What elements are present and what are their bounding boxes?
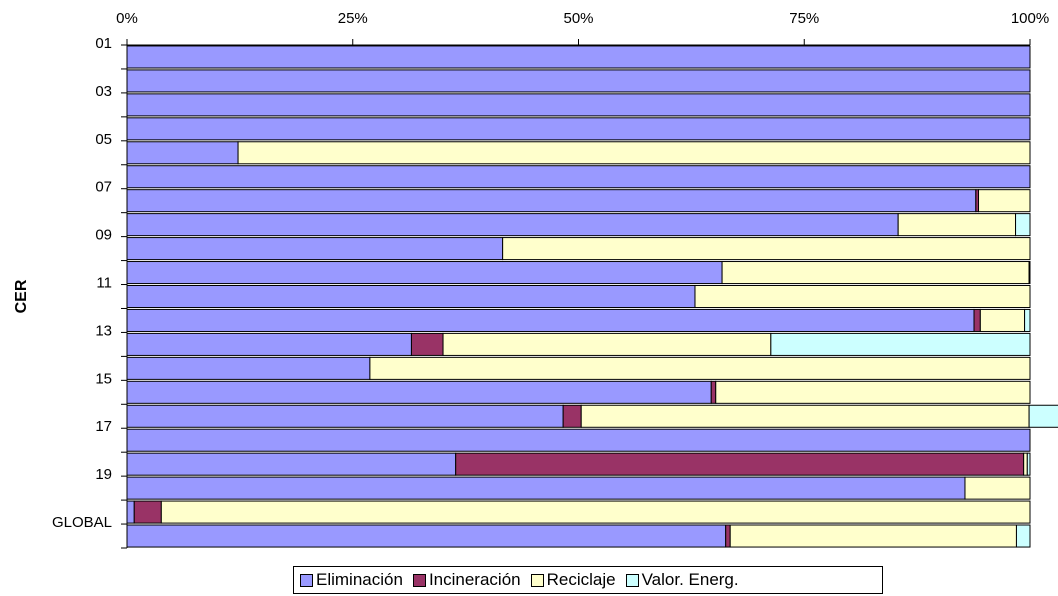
bar-segment-21-4 bbox=[1015, 524, 1031, 548]
stacked-bar-chart: 0% 25% 50% 75% 100% 01 03 05 07 09 11 13 15 17 19 GLOBA… bbox=[13, 10, 1058, 549]
bar-segment-18-3 bbox=[1023, 452, 1028, 476]
bar-segment-7-1 bbox=[126, 189, 977, 213]
bar-segment-15-2 bbox=[710, 380, 717, 404]
bar-segment-18-2 bbox=[455, 452, 1025, 476]
y-tick-label-13: 13 bbox=[95, 322, 112, 339]
bar-segment-12-2 bbox=[973, 308, 981, 332]
bar-segment-10-3 bbox=[721, 261, 1030, 285]
x-tick-label-5: 100% bbox=[1011, 10, 1049, 27]
x-tick-label-3: 50% bbox=[563, 10, 593, 27]
legend-swatch-3 bbox=[530, 573, 544, 587]
y-tick-label-19: 19 bbox=[95, 466, 112, 483]
x-tick-label-4: 75% bbox=[789, 10, 819, 27]
y-tick-label-01: 01 bbox=[95, 35, 112, 52]
bar-segment-13-4 bbox=[770, 332, 1031, 356]
y-axis-title: CER bbox=[13, 279, 30, 313]
bar-segment-8-4 bbox=[1015, 213, 1031, 237]
legend-item-4: Valor. Energ. bbox=[625, 570, 739, 590]
bar-segment-16-3 bbox=[580, 404, 1030, 428]
y-tick-label-global: GLOBAL bbox=[52, 514, 112, 531]
bar-segment-13-1 bbox=[126, 332, 412, 356]
bar-segment-13-2 bbox=[410, 332, 444, 356]
bar-segment-4-1 bbox=[126, 117, 1031, 141]
bar-segment-5-1 bbox=[126, 141, 239, 165]
bar-segment-18-4 bbox=[1026, 452, 1031, 476]
bar-segment-15-1 bbox=[126, 380, 712, 404]
legend-swatch-4 bbox=[625, 573, 639, 587]
bar-segment-12-1 bbox=[126, 308, 975, 332]
bar-segment-14-1 bbox=[126, 356, 371, 380]
bar-segment-14-3 bbox=[369, 356, 1031, 380]
legend-item-3: Reciclaje bbox=[530, 570, 616, 590]
legend: Eliminación Incineración Reciclaje Valor. E… bbox=[293, 566, 883, 594]
bar-segment-10-4 bbox=[1028, 261, 1031, 285]
bar-segment-19-3 bbox=[964, 476, 1031, 500]
bar-segment-17-1 bbox=[126, 428, 1031, 452]
legend-swatch-2 bbox=[412, 573, 426, 587]
bar-segment-16-4 bbox=[1028, 404, 1058, 428]
bar-segment-1-1 bbox=[126, 45, 1031, 69]
bar-segment-16-1 bbox=[126, 404, 564, 428]
y-tick-label-11: 11 bbox=[96, 275, 112, 292]
legend-label-1: Eliminación bbox=[316, 570, 403, 589]
y-tick-label-05: 05 bbox=[95, 131, 112, 148]
bar-segment-20-3 bbox=[160, 500, 1031, 524]
legend-label-2: Incineración bbox=[428, 570, 521, 589]
bar-segment-8-1 bbox=[126, 213, 899, 237]
bar-segment-19-1 bbox=[126, 476, 966, 500]
bar-segment-21-3 bbox=[729, 524, 1017, 548]
bar-segment-20-1 bbox=[126, 500, 135, 524]
bar-segment-13-3 bbox=[442, 332, 772, 356]
bar-segment-21-1 bbox=[126, 524, 727, 548]
bar-segment-2-1 bbox=[126, 69, 1031, 93]
y-tick-label-17: 17 bbox=[95, 418, 112, 435]
bar-segment-18-1 bbox=[126, 452, 457, 476]
bar-segment-3-1 bbox=[126, 93, 1031, 117]
y-tick-label-09: 09 bbox=[95, 227, 112, 244]
bar-segment-11-3 bbox=[694, 284, 1031, 309]
legend-label-3: Reciclaje bbox=[546, 570, 616, 589]
bar-segment-7-3 bbox=[978, 189, 1031, 213]
legend-item-1: Eliminación bbox=[300, 570, 403, 590]
bar-segment-15-3 bbox=[715, 380, 1031, 404]
x-tick-label-2: 25% bbox=[338, 10, 368, 27]
bar-segment-10-1 bbox=[126, 261, 723, 285]
bar-segment-8-3 bbox=[897, 213, 1017, 237]
bar-segment-11-1 bbox=[126, 284, 696, 309]
bar-segment-20-2 bbox=[133, 500, 162, 524]
bar-segment-12-3 bbox=[979, 308, 1026, 332]
legend-swatch-1 bbox=[300, 573, 313, 587]
bar-segment-21-2 bbox=[725, 524, 731, 548]
bar-segment-6-1 bbox=[126, 165, 1031, 189]
legend-label-4: Valor. Energ. bbox=[641, 570, 739, 589]
x-tick-label-1: 0% bbox=[116, 10, 138, 27]
y-tick-label-07: 07 bbox=[95, 179, 112, 196]
bar-segment-9-3 bbox=[502, 237, 1031, 261]
legend-item-2: Incineración bbox=[412, 570, 521, 590]
bar-segment-16-2 bbox=[562, 404, 582, 428]
bar-segment-5-3 bbox=[237, 141, 1031, 165]
y-tick-label-03: 03 bbox=[95, 83, 112, 100]
y-tick-label-15: 15 bbox=[95, 370, 112, 387]
bar-segment-9-1 bbox=[126, 237, 504, 261]
bar-segment-12-4 bbox=[1024, 308, 1031, 332]
